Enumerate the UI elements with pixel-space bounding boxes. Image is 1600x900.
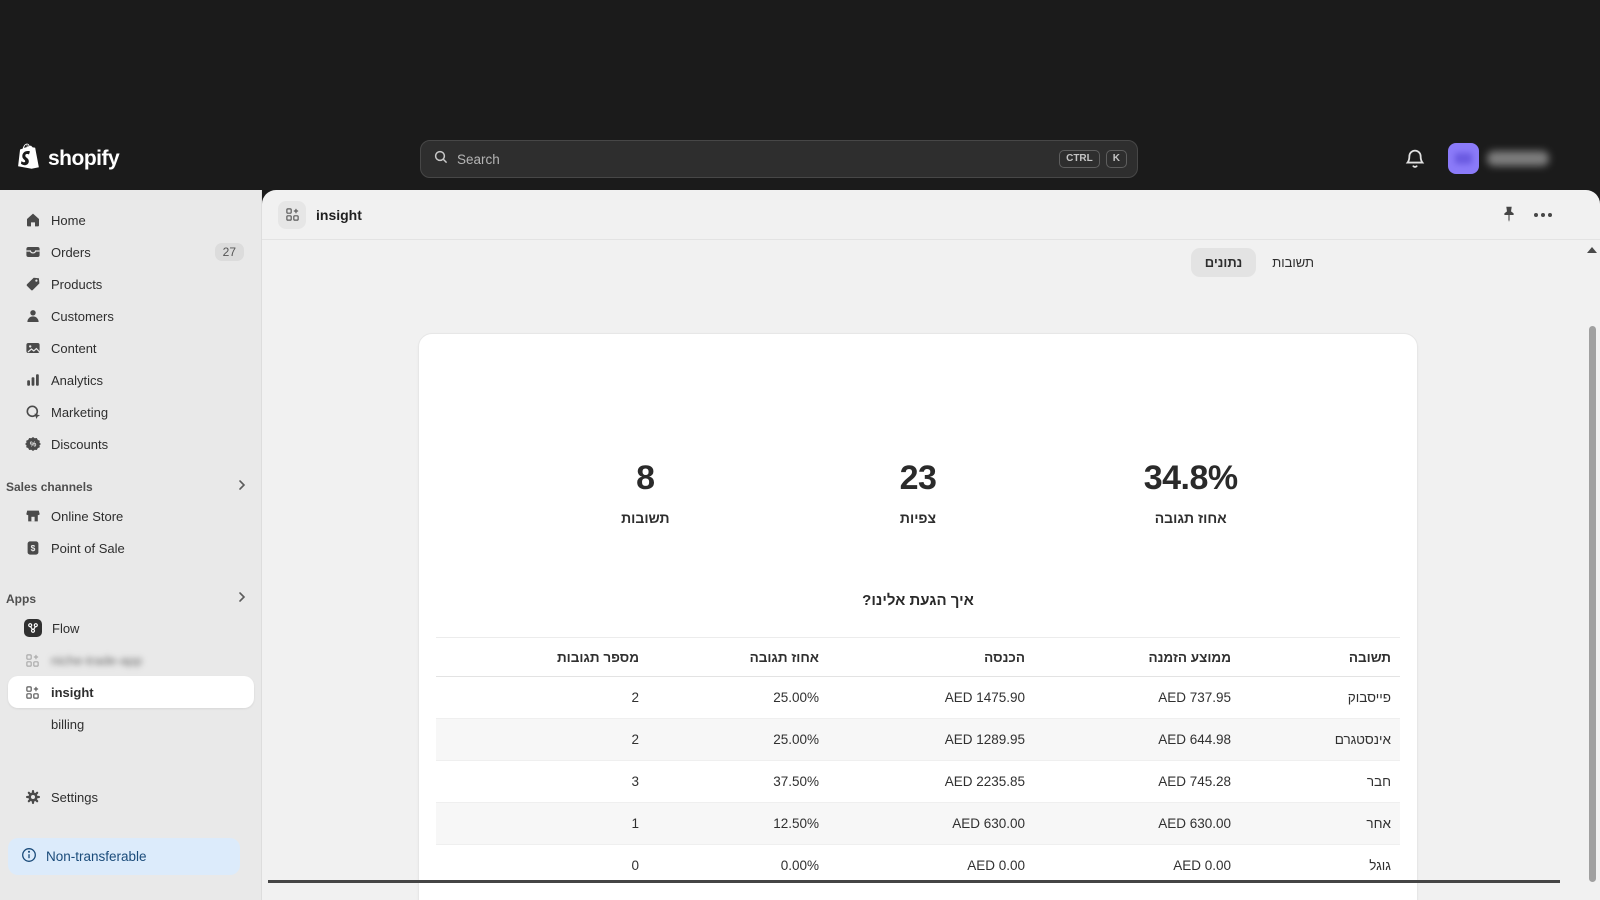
sidebar-item-home[interactable]: Home bbox=[8, 204, 254, 236]
avatar-initials-redacted bbox=[1455, 153, 1472, 164]
search-bar[interactable]: CTRL K bbox=[420, 140, 1138, 178]
sidebar: Home Orders 27 Products Customers Cont bbox=[0, 190, 262, 900]
orders-icon bbox=[24, 244, 41, 261]
insight-card: 8 תשובות 23 צפיות 34.8% אחוז תגובה איך ה… bbox=[418, 333, 1418, 900]
marketing-target-icon bbox=[24, 404, 41, 421]
main-content: insight נתונים תשובות 8 תשובות 23 צפיות … bbox=[262, 190, 1600, 900]
top-bar: shopify CTRL K bbox=[0, 0, 1600, 190]
storefront-icon bbox=[24, 508, 41, 525]
stat-answers: 8 תשובות bbox=[621, 459, 670, 526]
sidebar-item-orders[interactable]: Orders 27 bbox=[8, 236, 254, 268]
point-of-sale-icon: $ bbox=[24, 540, 41, 557]
stat-response-rate: 34.8% אחוז תגובה bbox=[1143, 459, 1238, 526]
scrollbar-up-icon[interactable] bbox=[1587, 247, 1597, 253]
col-avg-order: ממוצע הזמנה bbox=[1148, 649, 1231, 665]
sidebar-item-flow[interactable]: Flow bbox=[8, 612, 254, 644]
shopify-wordmark: shopify bbox=[48, 146, 120, 170]
chevron-right-icon bbox=[238, 590, 246, 608]
svg-text:$: $ bbox=[30, 543, 35, 553]
shortcut-k-key: K bbox=[1105, 150, 1127, 168]
tab-answers[interactable]: תשובות bbox=[1272, 255, 1314, 270]
store-avatar[interactable] bbox=[1448, 143, 1479, 174]
shortcut-ctrl-key: CTRL bbox=[1059, 150, 1100, 168]
banner-label: Non-transferable bbox=[46, 849, 147, 864]
apps-section[interactable]: Apps bbox=[0, 586, 262, 612]
stats-row: 8 תשובות 23 צפיות 34.8% אחוז תגובה bbox=[419, 334, 1417, 526]
table-row: גוגל AED 0.00 AED 0.00 0.00% 0 bbox=[436, 844, 1400, 887]
col-answer: תשובה bbox=[1348, 649, 1391, 665]
sidebar-item-point-of-sale[interactable]: $ Point of Sale bbox=[8, 532, 254, 564]
search-input[interactable] bbox=[457, 151, 1054, 167]
sidebar-item-customers[interactable]: Customers bbox=[8, 300, 254, 332]
gear-icon bbox=[24, 789, 41, 806]
info-icon bbox=[21, 847, 37, 866]
view-tabs: נתונים תשובות bbox=[1190, 248, 1316, 277]
content-icon bbox=[24, 340, 41, 357]
page-header: insight bbox=[262, 190, 1600, 240]
app-grid-icon bbox=[24, 684, 41, 701]
app-grid-icon bbox=[24, 652, 41, 669]
svg-text:%: % bbox=[29, 440, 36, 449]
stat-views: 23 צפיות bbox=[899, 459, 937, 526]
col-revenue: הכנסה bbox=[984, 649, 1025, 665]
more-options-icon[interactable] bbox=[1530, 205, 1556, 225]
shopify-bag-icon bbox=[16, 142, 41, 175]
chevron-right-icon bbox=[238, 478, 246, 496]
sidebar-item-insight[interactable]: insight bbox=[8, 676, 254, 708]
sidebar-item-app-redacted[interactable]: niche-trade-app bbox=[8, 644, 254, 676]
tab-data[interactable]: נתונים bbox=[1190, 248, 1257, 277]
table-header-row: תשובה ממוצע הזמנה הכנסה אחוז תגובה מספר … bbox=[436, 637, 1400, 677]
sidebar-item-online-store[interactable]: Online Store bbox=[8, 500, 254, 532]
sales-channels-section[interactable]: Sales channels bbox=[0, 474, 262, 500]
person-icon bbox=[24, 308, 41, 325]
orders-count-badge: 27 bbox=[214, 242, 244, 262]
page-title: insight bbox=[316, 206, 362, 223]
col-response-count: מספר תגובות bbox=[556, 649, 639, 665]
sidebar-item-marketing[interactable]: Marketing bbox=[8, 396, 254, 428]
table-row: אחר AED 630.00 AED 630.00 12.50% 1 bbox=[436, 802, 1400, 845]
store-name-redacted bbox=[1487, 151, 1549, 166]
responses-table: תשובה ממוצע הזמנה הכנסה אחוז תגובה מספר … bbox=[436, 637, 1400, 887]
sidebar-item-discounts[interactable]: % Discounts bbox=[8, 428, 254, 460]
shopify-logo[interactable]: shopify bbox=[16, 142, 120, 175]
table-row: פייסבוק AED 737.95 AED 1475.90 25.00% 2 bbox=[631, 690, 1391, 705]
flow-app-icon bbox=[24, 619, 42, 637]
sidebar-item-analytics[interactable]: Analytics bbox=[8, 364, 254, 396]
home-icon bbox=[24, 212, 41, 229]
scrollbar-thumb[interactable] bbox=[1589, 326, 1596, 882]
pin-icon[interactable] bbox=[1500, 205, 1520, 225]
table-row: חבר AED 745.28 AED 2235.85 37.50% 3 bbox=[436, 760, 1400, 803]
col-response-pct: אחוז תגובה bbox=[749, 649, 819, 665]
sidebar-item-settings[interactable]: Settings bbox=[8, 781, 254, 813]
bar-chart-icon bbox=[24, 372, 41, 389]
search-icon bbox=[433, 149, 449, 170]
insight-app-chip bbox=[278, 200, 306, 229]
window-edge-line bbox=[268, 880, 1560, 883]
sidebar-item-products[interactable]: Products bbox=[8, 268, 254, 300]
table-row: אינסטגרם AED 644.98 AED 1289.95 25.00% 2 bbox=[436, 718, 1400, 761]
non-transferable-banner[interactable]: Non-transferable bbox=[8, 838, 240, 875]
discount-badge-icon: % bbox=[24, 436, 41, 453]
sidebar-item-billing[interactable]: billing bbox=[51, 716, 85, 732]
sidebar-item-content[interactable]: Content bbox=[8, 332, 254, 364]
question-title: איך הגעת אלינו? bbox=[862, 592, 974, 609]
tag-icon bbox=[24, 276, 41, 293]
notifications-bell-icon[interactable] bbox=[1404, 148, 1426, 170]
